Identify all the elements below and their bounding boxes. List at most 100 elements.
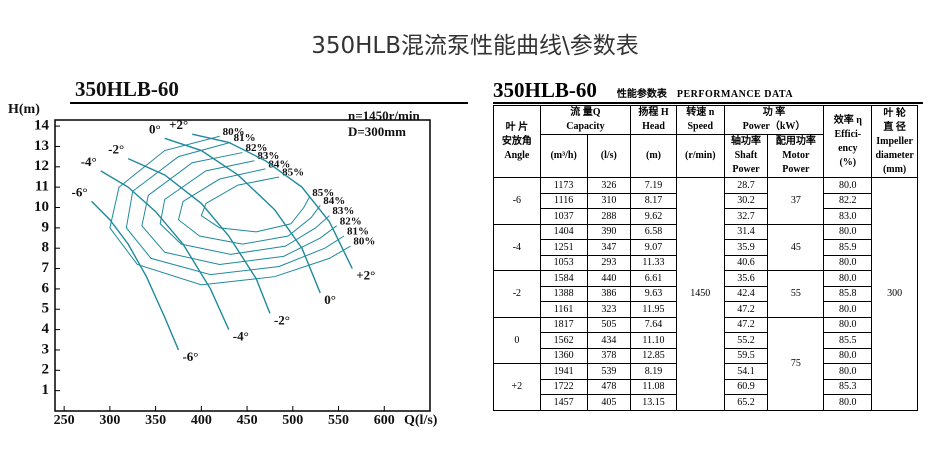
y-tick-label: 1 [42,382,50,398]
flow-ls-cell: 434 [586,332,632,349]
shaft-power-cell-text: 54.1 [737,365,755,377]
head-cell: 9.62 [630,208,677,225]
shaft-power-cell-text: 30.2 [737,195,755,207]
head-cell-text: 11.95 [642,303,665,315]
efficiency-cell-text: 80.0 [839,272,857,284]
header-cell: 叶 片安放角 Angle [493,105,541,178]
table-title: 350HLB-60 [493,78,597,102]
flow-ls-cell: 378 [586,347,632,364]
table-heading: 350HLB-60 性能参数表 PERFORMANCE DATA [493,78,923,104]
angle-cell: -2 [493,270,541,318]
y-tick-label: 10 [34,199,49,215]
flow-ls-cell-text: 390 [601,226,617,238]
header-cell-text: (m³/h) [550,150,577,161]
angle-label: -4° [81,154,97,169]
header-cell-text: Power [782,164,810,175]
efficiency-label: 84% [323,195,345,207]
angle-cell-text: -2 [512,288,522,300]
header-cell-text: Head [642,121,665,132]
shaft-power-cell: 35.9 [723,239,769,256]
header-cell: (m) [630,134,677,178]
flow-m3h-cell: 1173 [539,177,588,194]
head-cell: 9.07 [630,239,677,256]
angle-curve [91,200,180,351]
shaft-power-cell: 42.4 [723,285,769,302]
flow-m3h-cell-text: 1388 [553,288,574,300]
x-tick-label: 300 [99,413,120,428]
head-cell: 8.19 [630,363,677,380]
efficiency-cell: 82.2 [823,192,873,209]
efficiency-cell-text: 85.9 [839,241,857,253]
head-cell: 11.33 [630,254,677,271]
y-tick-label: 12 [34,158,49,174]
efficiency-cell: 85.5 [823,332,873,349]
header-cell-text: 安放角 [501,135,532,147]
motor-power-cell-text: 55 [790,288,801,300]
annotation: D=300mm [348,124,406,139]
header-cell-text: 扬程 H [638,107,669,118]
efficiency-cell: 85.3 [823,378,873,395]
shaft-power-cell-text: 55.2 [737,334,755,346]
shaft-power-cell-text: 35.6 [737,272,755,284]
angle-curve [127,158,271,314]
flow-ls-cell: 505 [586,316,632,333]
header-cell-text: Capacity [566,121,605,132]
flow-ls-cell-text: 478 [601,381,617,393]
efficiency-cell: 80.0 [823,394,873,411]
angle-cell: 0 [493,316,541,364]
efficiency-cell-text: 80.0 [839,396,857,408]
angle-label: +2° [356,268,375,283]
shaft-power-cell: 47.2 [723,316,769,333]
header-cell: 扬程 H Head [630,105,677,135]
header-cell: 配用功率 Motor Power [767,134,825,178]
x-tick-label: 450 [237,413,258,428]
efficiency-label: 85% [312,187,334,199]
efficiency-cell: 80.0 [823,254,873,271]
motor-power-cell-text: 75 [790,358,801,369]
efficiency-label: 85% [282,167,304,179]
angle-label: -2° [274,312,290,327]
flow-ls-cell: 310 [586,192,632,209]
header-cell-text: 转速 n [686,107,715,118]
shaft-power-cell: 59.5 [723,347,769,364]
shaft-power-cell: 32.7 [723,208,769,225]
header-cell-text: Motor [782,150,810,161]
efficiency-cell-text: 80.0 [839,365,857,377]
shaft-power-cell: 60.9 [723,378,769,395]
flow-m3h-cell-text: 1584 [553,272,574,284]
y-tick-label: 6 [42,280,50,296]
flow-m3h-cell-text: 1116 [553,195,574,207]
efficiency-cell-text: 80.0 [839,179,857,191]
flow-ls-cell: 539 [586,363,632,380]
motor-power-cell: 45 [767,223,825,271]
header-cell: 功 率 Power（kW） [723,105,825,135]
efficiency-cell-text: 80.0 [839,226,857,238]
motor-power-cell: 55 [767,270,825,318]
head-cell: 11.10 [630,332,677,349]
shaft-power-cell: 47.2 [723,301,769,318]
data-row: 1161 323 11.95 47.2 80.0 [494,301,918,318]
data-row: 1457 405 13.15 65.2 80.0 [494,394,918,411]
y-axis-label: H(m) [8,102,40,117]
head-cell: 11.95 [630,301,677,318]
efficiency-label: 81% [347,226,369,238]
flow-m3h-cell-text: 1404 [553,226,574,238]
efficiency-curve [200,176,310,233]
flow-m3h-cell-text: 1722 [553,381,574,393]
efficiency-cell-text: 85.5 [839,334,857,346]
header-cell-text: Effici- [834,128,862,140]
efficiency-cell: 80.0 [823,270,873,287]
efficiency-cell: 80.0 [823,223,873,240]
efficiency-cell: 80.0 [823,363,873,380]
header-cell-text: (mm) [882,163,907,175]
flow-ls-cell-text: 539 [601,365,617,377]
head-cell: 9.63 [630,285,677,302]
shaft-power-cell: 55.2 [723,332,769,349]
x-tick-label: 500 [282,413,303,428]
header-cell-text: (r/min) [684,150,716,161]
table-subtitle: 性能参数表 [616,89,667,100]
angle-curve [192,133,353,269]
y-tick-label: 14 [34,118,50,134]
flow-m3h-cell-text: 1941 [553,365,574,377]
